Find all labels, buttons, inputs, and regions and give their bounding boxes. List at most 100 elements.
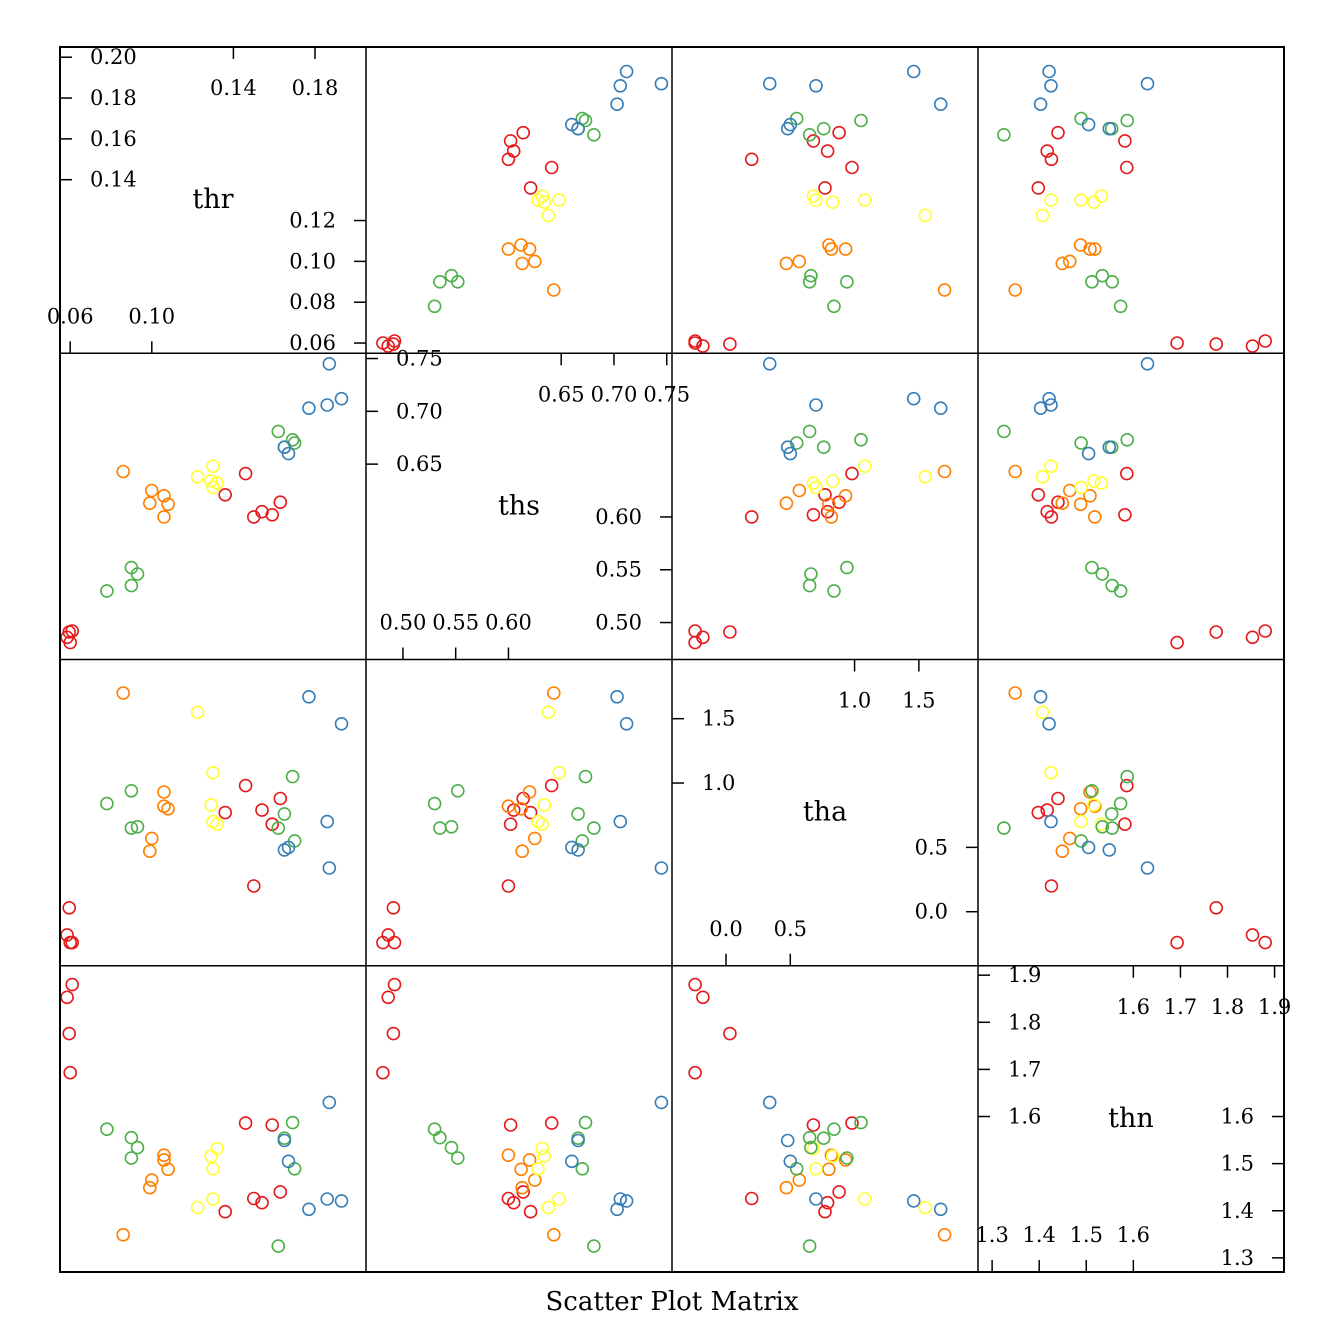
data-point xyxy=(100,796,114,811)
x-tick-label: 1.5 xyxy=(1070,1223,1103,1247)
data-point xyxy=(762,356,777,371)
data-point xyxy=(206,814,220,829)
diagonal-variable-name: thr xyxy=(192,184,233,215)
data-point xyxy=(918,469,933,484)
data-point xyxy=(820,144,835,158)
data-point xyxy=(587,821,601,835)
data-point xyxy=(157,1148,171,1162)
data-point xyxy=(613,79,628,93)
data-point xyxy=(1083,785,1097,799)
data-point xyxy=(1074,111,1088,126)
data-point xyxy=(552,193,566,207)
data-point xyxy=(1095,567,1110,581)
data-point xyxy=(688,1065,702,1080)
data-point xyxy=(1113,796,1128,811)
data-point xyxy=(444,1140,459,1155)
data-point xyxy=(255,504,269,519)
data-point xyxy=(827,299,841,314)
data-point xyxy=(1170,935,1184,950)
data-point xyxy=(918,1200,933,1215)
data-point xyxy=(1074,814,1088,829)
data-point xyxy=(1120,466,1134,481)
data-point xyxy=(832,1185,846,1199)
data-point xyxy=(789,436,804,450)
data-point xyxy=(130,1140,145,1155)
y-tick-label: 0.08 xyxy=(289,290,336,314)
data-point xyxy=(527,831,542,846)
data-point xyxy=(789,1162,804,1176)
data-point xyxy=(780,440,795,455)
data-point xyxy=(688,977,702,992)
x-tick-label: 0.14 xyxy=(210,76,257,100)
data-point xyxy=(273,1185,288,1199)
data-point xyxy=(1088,242,1102,256)
data-point xyxy=(1095,268,1110,283)
data-point xyxy=(840,560,854,575)
data-point xyxy=(587,128,601,142)
data-point xyxy=(1035,705,1050,720)
data-point xyxy=(822,1162,836,1177)
data-point xyxy=(501,1148,516,1162)
data-point xyxy=(450,1151,465,1165)
data-point xyxy=(762,1095,777,1110)
data-point xyxy=(1170,635,1184,650)
data-point xyxy=(1042,716,1056,731)
data-point xyxy=(116,1228,130,1242)
data-point xyxy=(1113,584,1128,598)
data-point xyxy=(1094,189,1109,203)
data-point xyxy=(285,1115,300,1130)
data-point xyxy=(571,843,585,857)
data-point xyxy=(1042,64,1056,79)
data-point xyxy=(544,1116,559,1130)
data-point xyxy=(809,398,823,412)
x-tick-label: 1.8 xyxy=(1211,995,1244,1019)
points-layer xyxy=(60,64,1272,1253)
data-point xyxy=(1118,507,1132,522)
data-point xyxy=(514,1162,528,1177)
data-point xyxy=(1031,805,1046,820)
data-point xyxy=(537,195,552,209)
data-point xyxy=(1258,935,1272,950)
data-point xyxy=(1104,807,1119,821)
x-tick-label: 0.70 xyxy=(591,382,638,406)
data-point xyxy=(265,1118,280,1132)
data-point xyxy=(809,1162,823,1176)
data-point xyxy=(575,1162,590,1176)
data-point xyxy=(1031,487,1046,502)
data-point xyxy=(334,391,349,406)
y-tick-label: 0.16 xyxy=(90,127,137,151)
data-point xyxy=(206,459,220,474)
data-point xyxy=(206,1162,220,1176)
data-point xyxy=(802,1130,817,1145)
data-point xyxy=(654,1095,669,1110)
data-point xyxy=(210,817,224,832)
data-point xyxy=(273,791,288,806)
data-point xyxy=(63,1065,77,1080)
data-point xyxy=(587,1239,601,1253)
data-point xyxy=(1044,193,1058,207)
data-point xyxy=(824,242,839,256)
data-point xyxy=(858,193,872,207)
data-point xyxy=(845,1116,859,1130)
chart-title: Scatter Plot Matrix xyxy=(545,1287,798,1317)
data-point xyxy=(218,1204,232,1219)
data-point xyxy=(1094,476,1109,490)
data-point xyxy=(845,466,859,481)
data-point xyxy=(514,238,528,252)
data-point xyxy=(1118,817,1132,832)
data-point xyxy=(277,807,292,821)
data-point xyxy=(281,1154,296,1169)
data-point xyxy=(792,1173,807,1187)
data-point xyxy=(145,1173,159,1187)
data-point xyxy=(522,242,537,256)
data-point xyxy=(619,716,634,731)
data-point xyxy=(255,1195,269,1210)
data-point xyxy=(206,1192,220,1206)
data-point xyxy=(277,440,292,455)
data-point xyxy=(527,1173,542,1187)
data-point xyxy=(1209,625,1223,639)
data-point xyxy=(124,1130,139,1145)
data-point xyxy=(744,510,759,524)
data-point xyxy=(62,1026,76,1041)
data-point xyxy=(503,817,518,832)
